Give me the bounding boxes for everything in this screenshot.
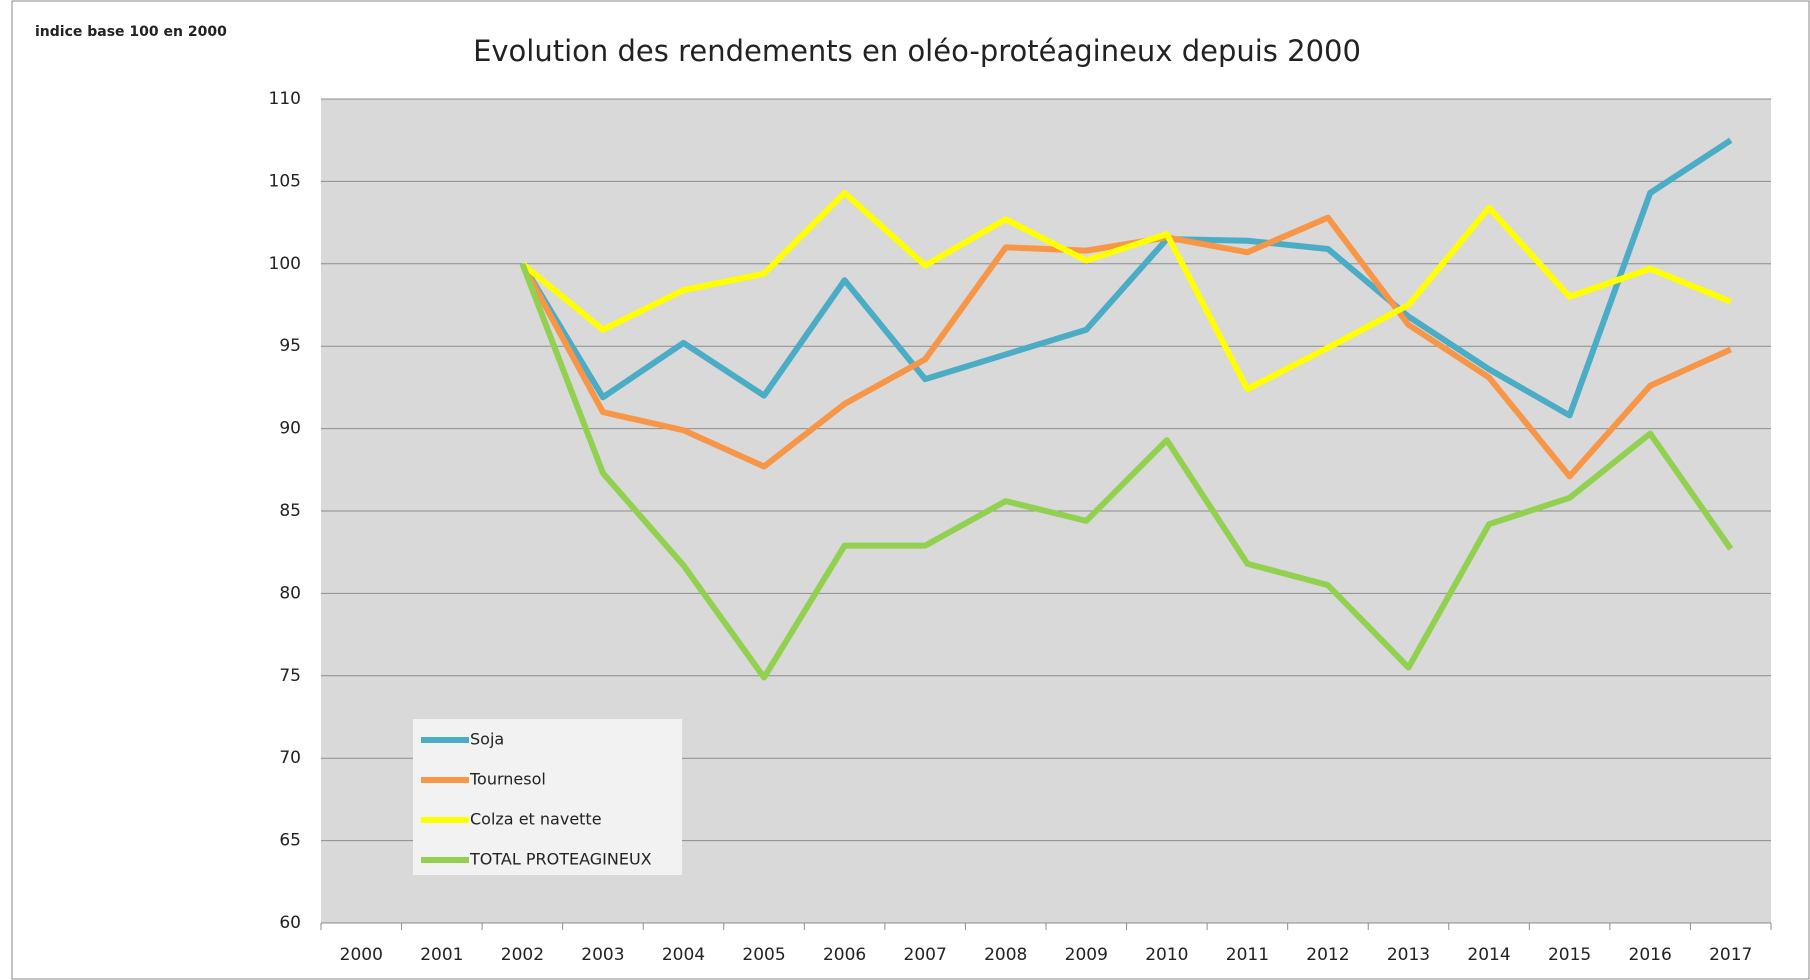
x-tick-label: 2006 [823,945,866,965]
y-tick-label: 105 [269,171,301,191]
y-tick-label: 60 [279,913,301,933]
y-tick-label: 70 [279,748,301,768]
x-tick-label: 2003 [581,945,624,965]
x-tick-label: 2011 [1226,945,1269,965]
legend-label: Colza et navette [470,810,602,829]
series-line [520,189,1732,393]
y-axis-label: indice base 100 en 2000 [35,24,227,40]
y-tick-label: 95 [279,336,301,356]
x-tick-label: 2000 [340,945,383,965]
y-tick-label: 75 [279,666,301,686]
legend-label: Tournesol [469,770,546,789]
x-tick-label: 2002 [501,945,544,965]
y-tick-label: 65 [279,831,301,851]
x-tick-label: 2001 [420,945,463,965]
x-tick-label: 2007 [904,945,947,965]
series-line [519,262,1734,681]
x-tick-label: 2009 [1065,945,1108,965]
x-tick-label: 2004 [662,945,705,965]
series-line [519,214,1732,480]
legend-label: TOTAL PROTEAGINEUX [469,850,652,869]
y-tick-label: 80 [279,583,301,603]
y-tick-label: 90 [279,419,301,439]
y-tick-label: 85 [279,501,301,521]
x-tick-label: 2015 [1548,945,1591,965]
legend-label: Soja [470,730,504,749]
legend-box [413,719,682,875]
y-tick-label: 110 [269,89,301,109]
chart-title: Evolution des rendements en oléo-protéag… [473,34,1361,68]
y-tick-label: 100 [269,254,301,274]
x-tick-label: 2010 [1145,945,1188,965]
x-tick-label: 2017 [1709,945,1752,965]
x-tick-label: 2008 [984,945,1027,965]
x-tick-label: 2016 [1629,945,1672,965]
x-tick-label: 2012 [1306,945,1349,965]
series-line [519,137,1733,419]
x-tick-label: 2005 [742,945,785,965]
x-tick-label: 2013 [1387,945,1430,965]
x-tick-label: 2014 [1467,945,1510,965]
